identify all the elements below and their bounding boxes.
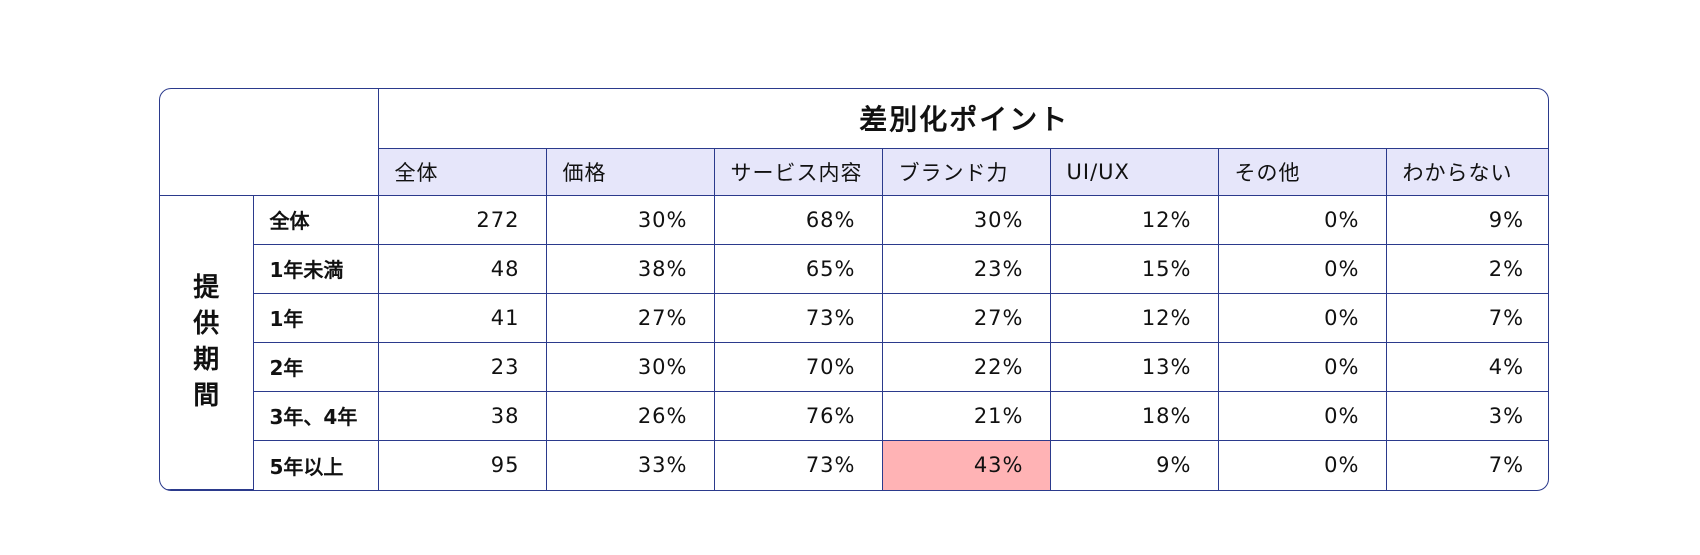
data-cell: 27% [881,292,1051,343]
column-header: ブランド力 [881,147,1051,196]
highlighted-cell: 43% [881,439,1051,490]
data-cell: 0% [1217,243,1387,294]
row-label: 2年 [253,341,379,392]
data-cell: 0% [1217,439,1387,490]
data-cell: 65% [713,243,883,294]
data-cell: 33% [545,439,715,490]
row-label: 1年未満 [253,243,379,294]
row-label: 1年 [253,292,379,343]
data-cell: 9% [1049,439,1219,490]
data-cell: 4% [1385,341,1548,392]
data-cell: 26% [545,390,715,441]
column-header: サービス内容 [713,147,883,196]
table-row: 1年 41 27% 73% 27% 12% 0% 7% [160,292,1548,343]
data-cell: 2% [1385,243,1548,294]
column-header: 価格 [545,147,715,196]
column-header: 全体 [378,147,547,196]
row-label: 全体 [252,194,379,245]
table-row: 1年未満 48 38% 65% 23% 15% 0% 2% [160,243,1548,294]
data-cell: 73% [713,292,883,343]
data-cell: 3% [1385,390,1548,441]
data-cell: 30% [881,194,1051,245]
data-cell: 0% [1217,390,1387,441]
data-cell: 23 [377,341,547,392]
row-label: 3年、4年 [253,390,379,441]
data-cell: 30% [545,341,715,392]
row-label: 5年以上 [253,439,379,490]
data-cell: 95 [377,439,547,490]
data-cell: 68% [713,194,883,245]
column-header: UI/UX [1049,147,1219,196]
data-cell: 0% [1217,341,1387,392]
data-cell: 18% [1049,390,1219,441]
data-cell: 21% [881,390,1051,441]
data-cell: 38 [377,390,547,441]
data-cell: 9% [1385,194,1548,245]
data-cell: 76% [713,390,883,441]
column-header: その他 [1217,147,1387,196]
data-cell: 48 [377,243,547,294]
data-cell: 7% [1385,292,1548,343]
table-row: 3年、4年 38 26% 76% 21% 18% 0% 3% [160,390,1548,441]
data-cell: 30% [545,194,715,245]
data-cell: 13% [1049,341,1219,392]
side-label: 提供期間 [160,194,254,490]
table-row: 2年 23 30% 70% 22% 13% 0% 4% [160,341,1548,392]
column-header: わからない [1385,147,1548,196]
table-row: 5年以上 95 33% 73% 43% 9% 0% 7% [160,439,1548,490]
data-cell: 0% [1217,194,1387,245]
data-cell: 41 [377,292,547,343]
data-cell: 12% [1049,194,1219,245]
data-cell: 27% [545,292,715,343]
data-cell: 73% [713,439,883,490]
data-cell: 272 [377,194,547,245]
data-cell: 7% [1385,439,1548,490]
corner-cell [160,89,379,196]
data-cell: 0% [1217,292,1387,343]
side-label-char: 提 [193,273,220,304]
side-label-char: 間 [193,381,220,412]
table-title: 差別化ポイント [377,89,1548,149]
data-table: 差別化ポイント 全体 価格 サービス内容 ブランド力 UI/UX その他 わからない 提供期… [159,88,1549,491]
side-label-char: 供 [193,309,220,340]
data-cell: 23% [881,243,1051,294]
data-cell: 12% [1049,292,1219,343]
data-cell: 22% [881,341,1051,392]
cross-tab-table: 差別化ポイント 全体 価格 サービス内容 ブランド力 UI/UX その他 わからない 提供期… [160,89,1548,490]
data-cell: 70% [713,341,883,392]
side-label-char: 期 [193,345,220,376]
data-cell: 15% [1049,243,1219,294]
data-cell: 38% [545,243,715,294]
table-row: 提供期間全体 272 30% 68% 30% 12% 0% 9% [160,194,1548,490]
